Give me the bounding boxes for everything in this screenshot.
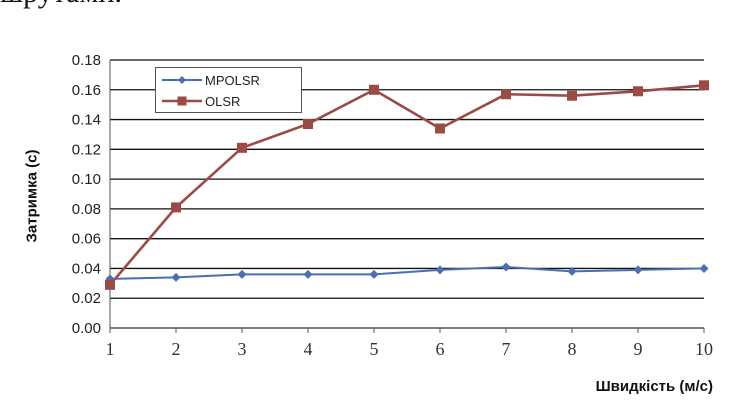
y-axis-label: Затримка (с) bbox=[23, 149, 41, 243]
legend-swatch-olsr bbox=[162, 96, 202, 106]
x-tick-label: 2 bbox=[172, 339, 181, 359]
data-point-olsr bbox=[369, 84, 379, 95]
data-point-mpolsr bbox=[171, 272, 181, 282]
y-tick-label: 0.10 bbox=[72, 171, 101, 188]
y-tick-label: 0.06 bbox=[72, 231, 101, 248]
data-point-mpolsr bbox=[435, 265, 445, 275]
x-tick-label: 6 bbox=[436, 339, 445, 359]
y-tick-label: 0.08 bbox=[72, 201, 101, 218]
legend-label-olsr: OLSR bbox=[205, 93, 241, 109]
data-point-olsr bbox=[699, 80, 709, 91]
x-tick-label: 1 bbox=[106, 339, 115, 359]
data-point-olsr bbox=[303, 119, 313, 130]
series-line-mpolsr bbox=[109, 266, 705, 280]
x-tick-label: 8 bbox=[568, 339, 577, 359]
y-tick-label: 0.02 bbox=[72, 290, 101, 307]
data-point-olsr bbox=[567, 90, 577, 101]
y-tick-label: 0.12 bbox=[72, 141, 101, 158]
data-point-mpolsr bbox=[567, 266, 577, 276]
data-point-mpolsr bbox=[699, 263, 709, 273]
y-tick-label: 0.14 bbox=[72, 112, 101, 129]
data-point-mpolsr bbox=[369, 269, 379, 279]
data-point-olsr bbox=[633, 86, 643, 97]
x-tick-label: 9 bbox=[634, 339, 643, 359]
y-tick-label: 0.04 bbox=[72, 260, 101, 277]
y-tick-label: 0.00 bbox=[72, 320, 101, 337]
data-point-olsr bbox=[105, 279, 115, 290]
legend: MPOLSR OLSR bbox=[155, 67, 302, 113]
y-tick-label: 0.16 bbox=[72, 82, 101, 99]
y-tick-label: 0.18 bbox=[72, 52, 101, 69]
legend-swatch-mpolsr bbox=[162, 76, 202, 84]
x-tick-label: 10 bbox=[695, 339, 713, 359]
data-point-olsr bbox=[237, 142, 247, 153]
x-tick-label: 7 bbox=[502, 339, 511, 359]
x-axis-label: Швидкість (м/с) bbox=[595, 378, 713, 395]
x-tick-label: 4 bbox=[304, 339, 313, 359]
data-point-mpolsr bbox=[501, 262, 511, 272]
data-point-olsr bbox=[435, 123, 445, 134]
series-line-olsr bbox=[109, 84, 705, 286]
legend-label-mpolsr: MPOLSR bbox=[205, 72, 260, 88]
data-point-olsr bbox=[171, 202, 181, 213]
clipped-top-text: шрутами. bbox=[0, 0, 122, 10]
x-tick-label: 3 bbox=[238, 339, 247, 359]
x-tick-label: 5 bbox=[370, 339, 379, 359]
data-point-olsr bbox=[501, 89, 511, 100]
legend-item-mpolsr: MPOLSR bbox=[162, 72, 260, 88]
data-point-mpolsr bbox=[633, 265, 643, 275]
legend-item-olsr: OLSR bbox=[162, 93, 240, 109]
data-point-mpolsr bbox=[237, 269, 247, 279]
data-point-mpolsr bbox=[303, 269, 313, 279]
